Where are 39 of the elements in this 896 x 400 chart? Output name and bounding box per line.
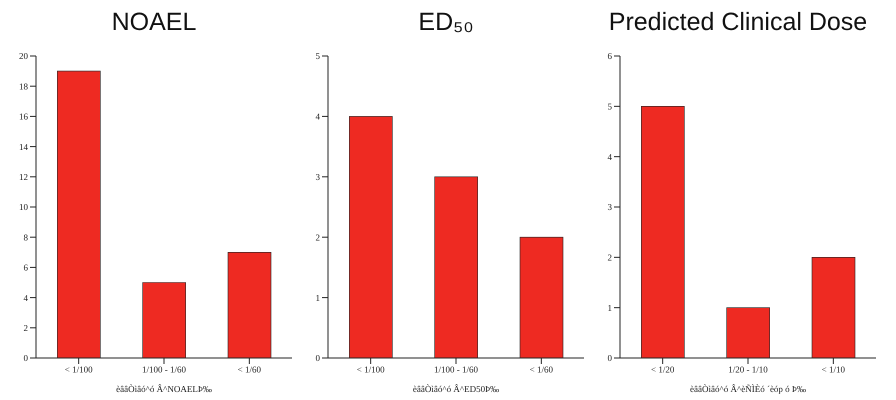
- x-tick-label: 1/100 - 1/60: [434, 364, 478, 374]
- y-tick-label: 2: [24, 322, 28, 333]
- x-tick-label: < 1/60: [530, 364, 554, 374]
- y-tick-label: 4: [24, 292, 28, 303]
- x-tick-label: < 1/20: [651, 364, 675, 374]
- y-tick-label: 20: [19, 51, 28, 62]
- y-tick-label: 0: [608, 353, 612, 364]
- x-tick-label: < 1/100: [64, 364, 94, 374]
- chart-title: Predicted Clinical Dose: [608, 8, 868, 38]
- y-tick-label: 12: [19, 172, 28, 182]
- x-tick-label: 1/20 - 1/10: [728, 364, 768, 374]
- y-tick-label: 6: [608, 51, 612, 62]
- y-tick-label: 4: [608, 152, 612, 162]
- x-tick-label: < 1/10: [822, 364, 846, 374]
- x-axis-title: èââÒìâó^ó Â^NOAELÞ‰: [116, 384, 212, 394]
- y-tick-label: 0: [24, 353, 28, 364]
- x-tick-label: < 1/60: [238, 364, 262, 374]
- chart-title: NOAEL: [110, 8, 198, 38]
- y-tick-label: 16: [19, 112, 28, 122]
- y-tick-label: 0: [316, 353, 320, 364]
- y-tick-label: 3: [608, 202, 612, 212]
- x-tick-label: 1/100 - 1/60: [142, 364, 186, 374]
- y-tick-label: 5: [316, 51, 320, 62]
- y-tick-label: 2: [316, 232, 320, 242]
- x-axis-title: èââÒìâó^ó Â^ED50Þ‰: [412, 384, 500, 394]
- x-tick-label: < 1/100: [356, 364, 386, 374]
- y-tick-label: 3: [316, 172, 320, 182]
- y-tick-label: 1: [316, 292, 320, 303]
- y-tick-label: 1: [608, 302, 612, 313]
- y-tick-label: 4: [316, 112, 320, 122]
- y-tick-label: 5: [608, 102, 612, 112]
- y-tick-label: 10: [19, 202, 28, 212]
- chart-title: ED₅₀: [417, 8, 475, 38]
- y-tick-label: 14: [19, 142, 28, 152]
- y-tick-label: 18: [19, 81, 28, 92]
- y-tick-label: 6: [24, 262, 28, 273]
- y-tick-label: 8: [24, 232, 28, 242]
- x-axis-title: èââÒìâó^ó Â^èÑÌÈó ´èóp ó Þ‰: [690, 384, 806, 394]
- y-tick-label: 2: [608, 252, 612, 263]
